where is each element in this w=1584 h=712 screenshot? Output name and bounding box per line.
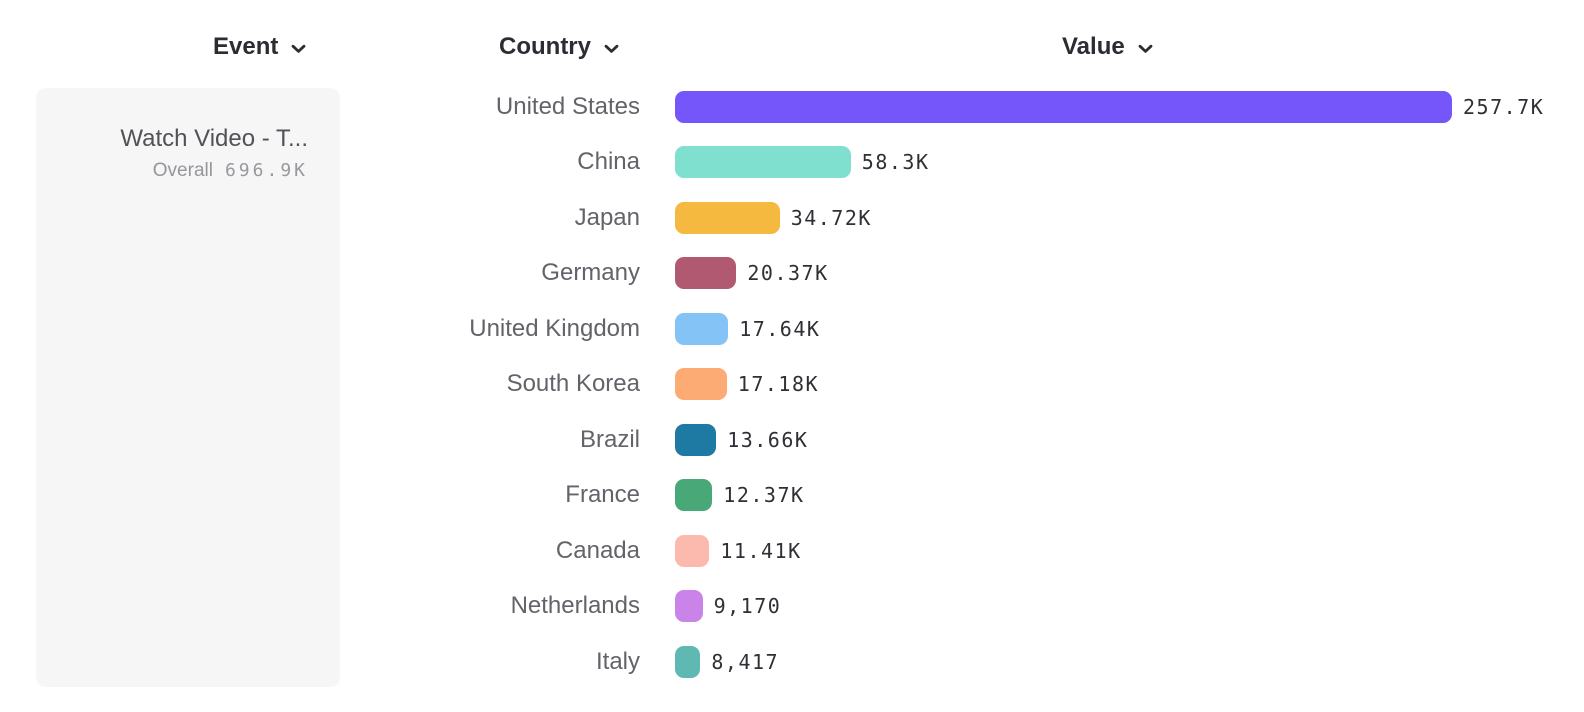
country-column-label: Country: [499, 33, 591, 60]
bar-row: France 12.37K: [0, 468, 1584, 524]
bar-united-kingdom[interactable]: [675, 312, 729, 345]
value-column-label: Value: [1062, 33, 1125, 60]
country-label: Canada: [555, 536, 640, 564]
event-overall-row: Overall 696.9K: [48, 158, 308, 185]
value-label: 34.72K: [790, 205, 872, 230]
country-bar-list: United States 257.7K China 58.3K Japan 34.72K…: [0, 79, 1584, 690]
event-column-label: Event: [213, 33, 279, 60]
bar-japan[interactable]: [675, 201, 780, 234]
bar-germany[interactable]: [675, 257, 737, 290]
bar-canada[interactable]: [675, 534, 710, 567]
chevron-down-icon: [291, 44, 306, 54]
overall-label: Overall: [152, 160, 213, 181]
bar-row: South Korea 17.18K: [0, 357, 1584, 413]
bar-row: United Kingdom 17.64K: [0, 301, 1584, 357]
country-label: China: [577, 148, 640, 176]
country-label: Netherlands: [510, 592, 640, 620]
value-label: 12.37K: [723, 483, 805, 508]
bar-row: Netherlands 9,170: [0, 579, 1584, 635]
event-name: Watch Video - T...: [120, 125, 308, 152]
value-label: 9,170: [713, 594, 782, 619]
bar-row: Germany 20.37K: [0, 246, 1584, 302]
event-column-header[interactable]: Event: [213, 33, 306, 61]
bar-france[interactable]: [675, 479, 713, 512]
country-column-header[interactable]: Country: [499, 33, 619, 61]
bar-row: United States 257.7K: [0, 79, 1584, 135]
overall-value: 696.9K: [224, 160, 308, 181]
bar-brazil[interactable]: [675, 423, 717, 456]
value-column-header[interactable]: Value: [1062, 33, 1153, 61]
value-label: 58.3K: [861, 150, 930, 175]
chevron-down-icon: [1138, 44, 1153, 54]
country-label: Japan: [574, 203, 640, 231]
event-card[interactable]: Watch Video - T... Overall 696.9K: [36, 88, 340, 687]
chevron-down-icon: [604, 44, 619, 54]
value-label: 17.64K: [739, 316, 821, 341]
country-label: Italy: [595, 647, 640, 675]
value-label: 20.37K: [747, 261, 829, 286]
bar-row: Brazil 13.66K: [0, 412, 1584, 468]
value-label: 257.7K: [1463, 94, 1545, 119]
bar-row: China 58.3K: [0, 135, 1584, 191]
bar-row: Japan 34.72K: [0, 190, 1584, 246]
value-label: 17.18K: [737, 372, 820, 397]
value-label: 11.41K: [720, 538, 802, 563]
country-label: South Korea: [506, 370, 640, 398]
bar-china[interactable]: [675, 146, 851, 179]
bar-united-states[interactable]: [675, 90, 1452, 123]
country-label: United Kingdom: [469, 314, 640, 342]
bar-south-korea[interactable]: [675, 368, 727, 401]
country-label: France: [565, 481, 640, 509]
bar-row: Canada 11.41K: [0, 523, 1584, 579]
value-label: 13.66K: [727, 427, 809, 452]
country-label: Germany: [541, 259, 640, 287]
bar-netherlands[interactable]: [675, 590, 703, 623]
bar-italy[interactable]: [675, 645, 701, 678]
value-label: 8,417: [711, 649, 780, 674]
country-label: Brazil: [579, 425, 640, 453]
country-label: United States: [495, 92, 640, 120]
bar-row: Italy 8,417: [0, 634, 1584, 690]
